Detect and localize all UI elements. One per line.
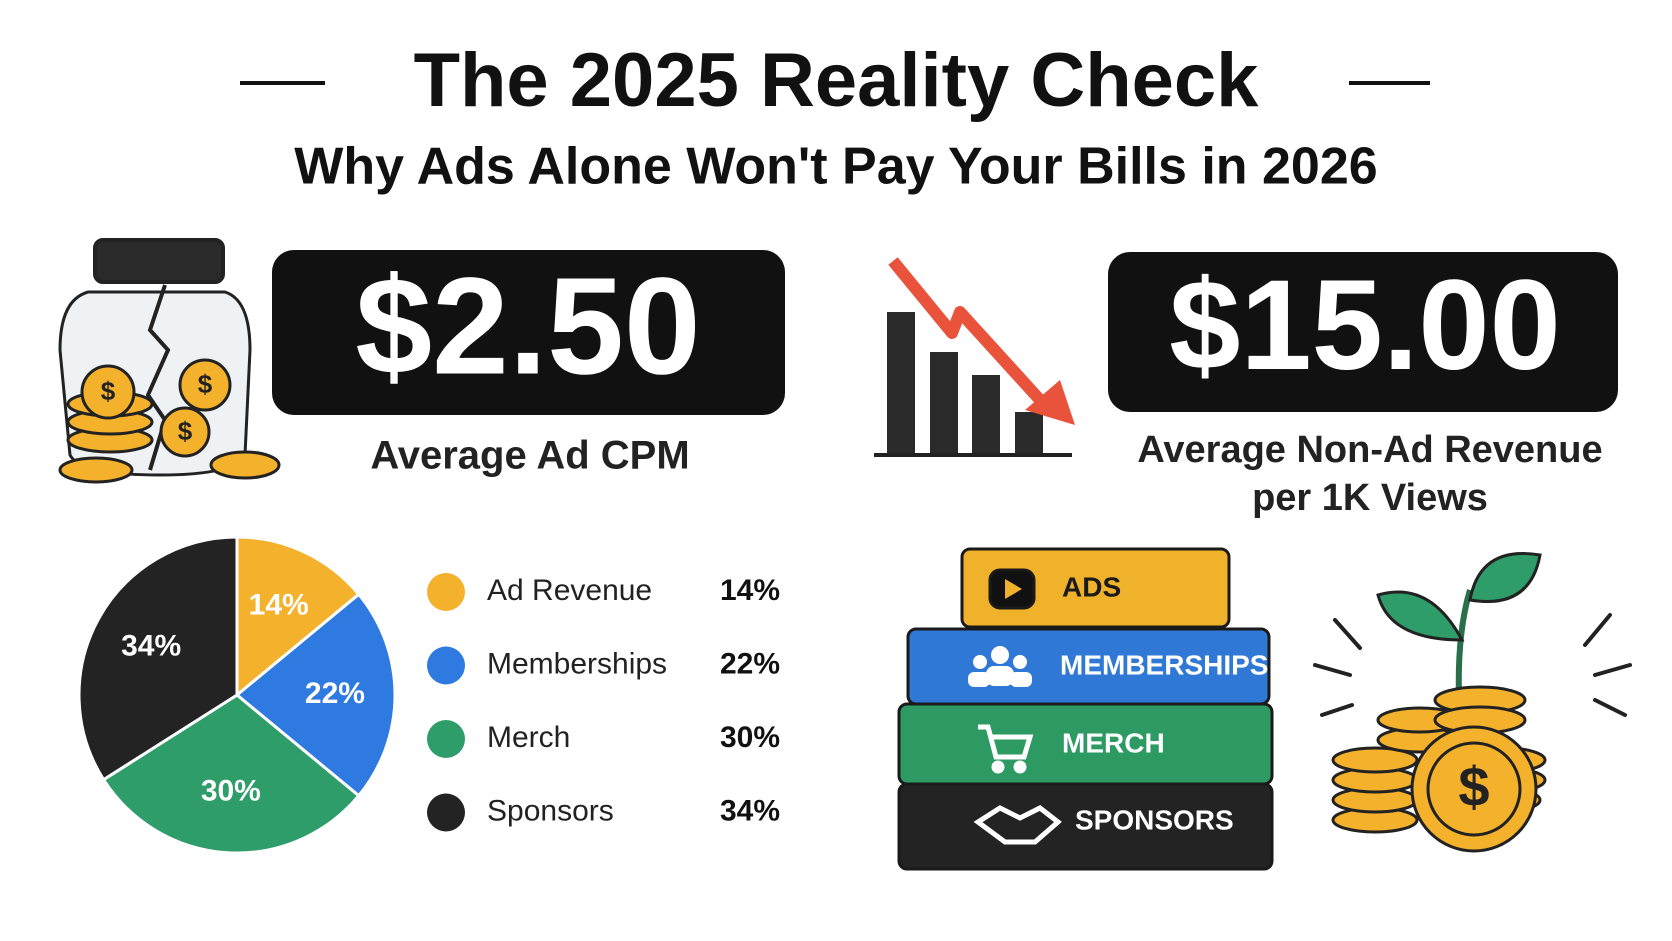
stat-label: per 1K Views (1252, 477, 1488, 519)
legend-swatch (427, 646, 465, 685)
block-label: MEMBERSHIPS (1060, 649, 1268, 680)
block-label: MERCH (1062, 727, 1165, 758)
legend-label: Ad Revenue (487, 574, 652, 607)
slice-label: 22% (305, 677, 365, 710)
legend-label: Merch (487, 721, 570, 754)
legend-label: Memberships (487, 647, 667, 680)
legend-value: 34% (720, 794, 780, 827)
broken-jar-icon: $ $$ (58, 238, 281, 484)
pie-slice (101, 693, 361, 855)
svg-text:$: $ (198, 369, 213, 399)
declining-bars-icon (874, 257, 1075, 457)
stat-box (1108, 252, 1618, 412)
slice-label: 30% (201, 775, 261, 808)
title: The 2025 Reality Check (414, 38, 1260, 123)
stat-label: Average Non-Ad Revenue (1137, 429, 1602, 471)
legend-swatch (427, 720, 465, 758)
subtitle: Why Ads Alone Won't Pay Your Bills in 20… (294, 138, 1377, 196)
stat-label: Average Ad CPM (370, 434, 689, 478)
revenue-blocks (897, 547, 1274, 871)
stat-value: $15.00 (1169, 254, 1561, 397)
stat-value: $2.50 (355, 249, 700, 403)
slice-label: 34% (121, 630, 181, 663)
stat-box (272, 250, 785, 415)
legend-swatch (427, 793, 465, 832)
svg-text:$: $ (101, 376, 116, 406)
slice-label: 14% (249, 588, 309, 621)
legend-value: 30% (720, 721, 780, 754)
pie-slice (235, 535, 361, 699)
block-label: SPONSORS (1075, 804, 1234, 835)
svg-text:$: $ (178, 416, 193, 446)
legend-swatch (427, 573, 465, 611)
pie-slice (234, 592, 397, 798)
svg-text:$: $ (1458, 755, 1489, 818)
legend-label: Sponsors (487, 794, 614, 827)
block-label: ADS (1062, 571, 1121, 602)
legend-value: 22% (720, 647, 780, 680)
pie-slice (77, 535, 239, 782)
legend-value: 14% (720, 574, 780, 607)
coins-plant-icon: $ (1313, 552, 1632, 853)
